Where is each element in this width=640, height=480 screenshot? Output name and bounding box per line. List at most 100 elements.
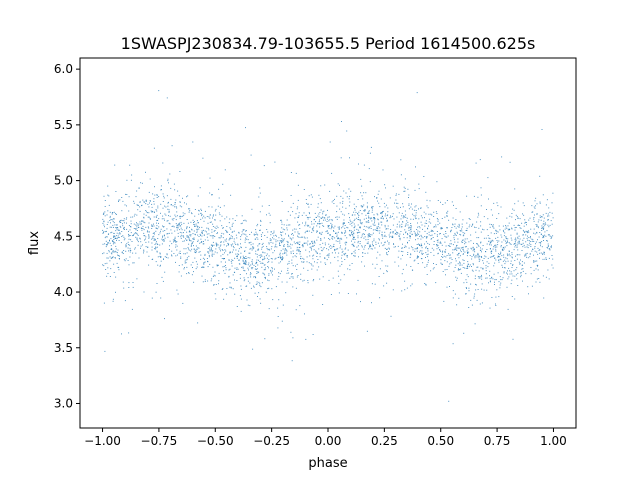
data-point [527,257,529,259]
data-point [119,220,121,222]
data-point [432,231,434,232]
chart-title: 1SWASPJ230834.79-103655.5 Period 1614500… [121,34,536,53]
data-point [296,263,298,265]
data-point [453,237,455,239]
data-point [508,228,510,230]
data-point [415,210,417,211]
data-point [252,248,254,250]
data-point [500,245,502,246]
data-point [258,248,260,250]
data-point [257,249,259,251]
data-point [530,253,531,255]
data-point [480,267,482,269]
data-point [188,238,190,240]
data-point [276,235,277,237]
data-point [542,223,544,225]
data-point [287,211,289,213]
data-point [523,244,525,246]
data-point [118,201,119,202]
data-point [161,238,163,240]
data-point [409,235,410,237]
data-point [162,215,164,217]
data-point [182,302,184,304]
data-point [281,201,283,202]
data-point [240,310,242,312]
data-point [347,249,349,251]
data-point [492,255,494,257]
data-point [211,235,213,237]
data-point [197,234,199,236]
data-point [402,251,404,253]
data-point [457,225,459,227]
data-point [458,225,460,227]
data-point [218,197,220,199]
data-point [341,251,343,253]
data-point [153,211,155,213]
data-point [291,233,293,234]
data-point [163,240,165,242]
data-point [253,247,255,249]
data-point [102,243,104,245]
data-point [336,234,338,236]
data-point [318,221,320,223]
data-point [123,236,125,238]
data-point [511,227,513,229]
data-point [184,229,186,231]
data-point [467,261,469,263]
data-point [213,230,215,232]
data-point [375,230,377,231]
data-point [181,223,183,225]
data-point [296,253,298,255]
data-point [414,216,416,218]
data-point [474,293,476,295]
data-point [300,278,302,280]
data-point [175,244,177,246]
data-point [211,229,213,231]
data-point [505,236,507,238]
data-point [392,185,394,187]
data-point [354,225,356,227]
data-point [550,236,552,238]
data-point [536,213,538,215]
data-point [215,242,217,244]
data-point [324,217,326,219]
data-point [470,240,472,242]
data-point [209,246,211,248]
data-point [510,234,512,236]
data-point [112,240,114,242]
data-point [302,246,304,248]
data-point [373,240,375,242]
data-point [315,250,317,252]
data-point [413,260,415,262]
data-point [382,210,384,212]
data-point [534,214,535,216]
data-point [353,227,355,229]
data-point [490,252,492,254]
data-point [337,241,339,242]
data-point [209,250,211,252]
data-point [486,249,488,250]
data-point [471,304,473,306]
data-point [475,284,477,286]
data-point [496,246,498,248]
y-tick-label: 5.0 [54,174,73,188]
data-point [148,191,150,193]
data-point [354,208,356,209]
data-point [148,216,150,218]
data-point [244,279,246,281]
data-point [357,224,359,226]
data-point [476,266,478,268]
data-point [340,245,341,247]
data-point [478,270,480,272]
data-point [537,253,539,255]
data-point [528,237,530,238]
data-point [341,227,342,229]
data-point [158,226,160,228]
data-point [129,249,131,251]
data-point [156,250,158,252]
data-point [206,236,208,238]
data-point [231,224,233,226]
data-point [298,216,299,218]
data-point [481,251,482,253]
data-point [428,221,430,223]
